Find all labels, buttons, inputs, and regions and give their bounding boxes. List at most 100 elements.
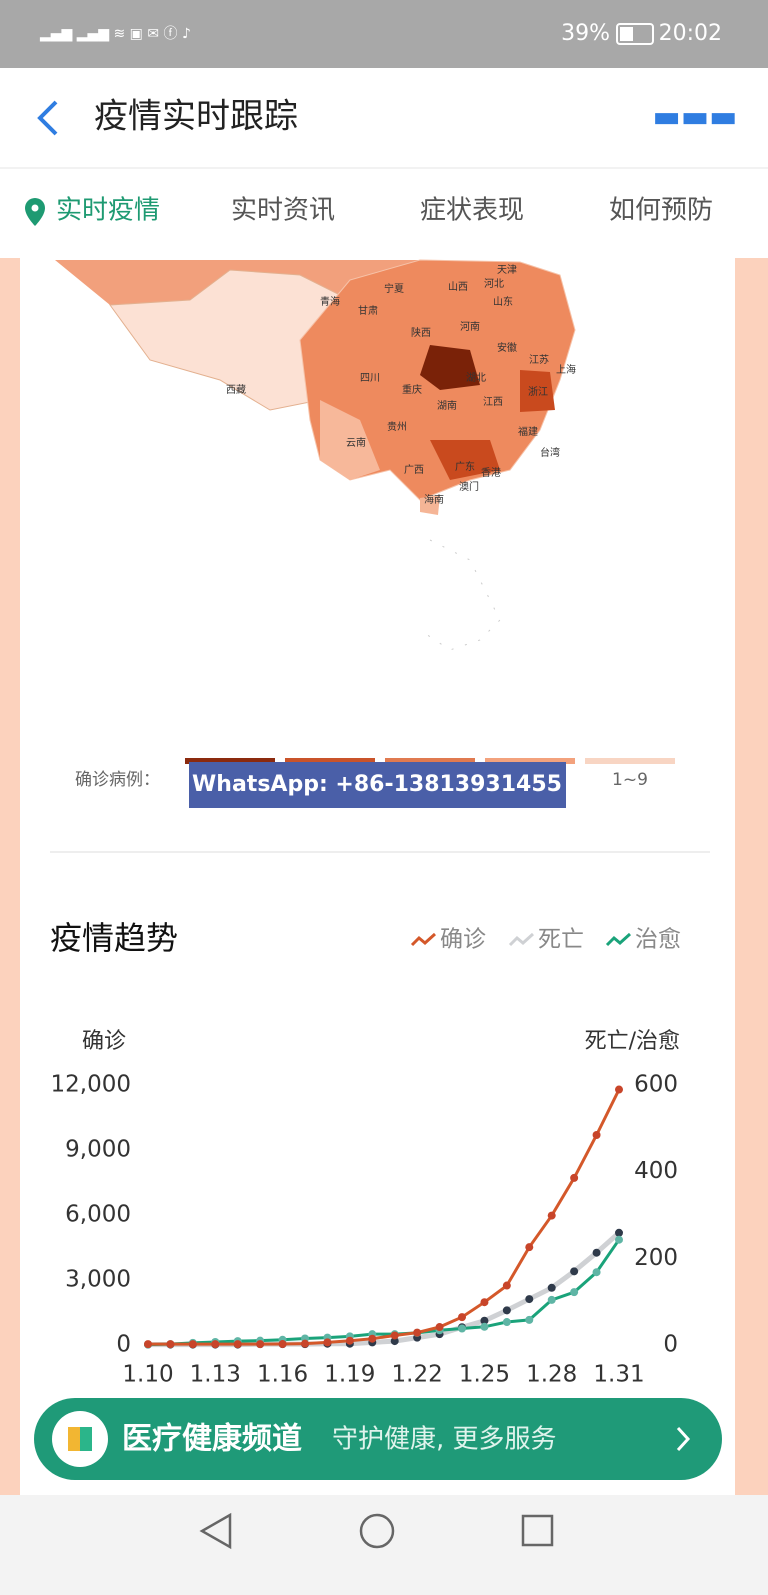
data-point (570, 1267, 579, 1276)
legend-icon (508, 932, 535, 947)
data-point (413, 1328, 422, 1337)
more-button[interactable]: ▬▬▬ (652, 100, 737, 135)
data-point (525, 1295, 534, 1304)
map-legend-label: 1~9 (612, 770, 648, 790)
x-tick-label: 1.22 (392, 1362, 443, 1388)
x-tick-label: 1.19 (324, 1362, 375, 1388)
data-point (525, 1243, 534, 1252)
banner[interactable] (34, 1398, 722, 1480)
data-point (570, 1288, 579, 1297)
legend-label: 确诊 (440, 927, 486, 953)
data-point (144, 1340, 152, 1349)
map-legend-title: 确诊病例： (75, 770, 160, 790)
map-label: 海南 (424, 493, 444, 506)
y-tick-label: 0 (116, 1332, 131, 1358)
map-label: 福建 (518, 425, 538, 438)
map-label: 甘肃 (358, 304, 378, 317)
x-tick-label: 1.13 (190, 1362, 241, 1388)
map-label: 河南 (460, 320, 480, 333)
x-tick-label: 1.31 (593, 1362, 644, 1388)
map-label: 贵州 (387, 420, 407, 433)
data-point (592, 1248, 601, 1257)
y2-tick-label: 200 (634, 1245, 678, 1271)
data-point (188, 1340, 197, 1349)
data-point (278, 1340, 287, 1349)
x-tick-label: 1.16 (257, 1362, 308, 1388)
map-label: 青海 (320, 295, 340, 308)
legend-swatch (485, 758, 575, 764)
data-point (345, 1336, 354, 1345)
nav-recent[interactable] (521, 1514, 554, 1547)
location-icon (25, 198, 45, 226)
map-zhejiang (520, 370, 555, 412)
status-bar (0, 0, 768, 68)
map-label: 江西 (483, 396, 503, 408)
map-label: 山西 (448, 281, 468, 293)
tab[interactable]: 如何预防 (609, 196, 713, 226)
map-label: 陕西 (411, 326, 431, 339)
map-label: 湖南 (437, 399, 457, 412)
y-tick-label: 6,000 (65, 1202, 131, 1228)
map-label: 四川 (360, 373, 380, 384)
map-label: 天津 (497, 264, 517, 276)
nav-home[interactable] (359, 1513, 395, 1549)
y-tick-label: 12,000 (51, 1072, 131, 1098)
map-label: 西藏 (226, 384, 246, 396)
nav-back[interactable] (199, 1512, 232, 1550)
map-label: 云南 (346, 436, 366, 449)
y-tick-label: 3,000 (65, 1267, 131, 1293)
map-label: 广东 (455, 460, 475, 473)
data-point (480, 1322, 489, 1331)
legend-swatch (385, 758, 475, 764)
tab[interactable]: 实时疫情 (56, 196, 160, 226)
x-tick-label: 1.10 (122, 1362, 173, 1388)
back-button[interactable] (37, 100, 58, 136)
data-point (166, 1340, 175, 1349)
data-point (390, 1331, 399, 1340)
banner-icon (68, 1427, 80, 1451)
map-label: 台湾 (540, 446, 560, 459)
y2-tick-label: 0 (663, 1332, 678, 1358)
map (55, 259, 576, 651)
y2-axis-title: 死亡/治愈 (585, 1029, 680, 1054)
data-point (458, 1324, 466, 1333)
data-point (301, 1339, 309, 1348)
map-label: 安徽 (497, 341, 517, 354)
data-point (525, 1315, 534, 1324)
header (0, 68, 768, 168)
location-dot (31, 204, 39, 212)
map-region (320, 400, 380, 480)
battery-text: 39% (561, 21, 610, 46)
watermark-box (189, 762, 566, 808)
data-point (592, 1131, 601, 1140)
series-line (148, 1088, 621, 1346)
battery-level (620, 27, 633, 41)
banner-subtitle: 守护健康, 更多服务 (332, 1425, 557, 1455)
map-label: 宁夏 (384, 282, 404, 295)
data-point (323, 1338, 332, 1347)
data-point (502, 1281, 511, 1290)
data-point (458, 1313, 466, 1322)
map-label: 江苏 (529, 353, 549, 366)
data-point (211, 1340, 220, 1349)
map-guangdong (430, 440, 500, 480)
data-point (256, 1340, 265, 1349)
battery-icon (616, 23, 654, 45)
data-point (502, 1306, 511, 1315)
legend-icon (605, 932, 632, 947)
data-point (390, 1337, 399, 1346)
signal-icons: ▂▄▆ ▂▄▆ ≋ ▣ ✉ ⓕ ♪ (39, 26, 191, 42)
map-label: 上海 (556, 363, 576, 376)
legend-label: 治愈 (635, 927, 681, 953)
tab[interactable]: 症状表现 (420, 196, 524, 226)
series-line (147, 1238, 621, 1347)
banner-title: 医疗健康频道 (122, 1422, 302, 1457)
data-point (233, 1340, 242, 1349)
y-tick-label: 9,000 (65, 1137, 131, 1163)
tab-bar (0, 169, 768, 258)
header-title: 疫情实时跟踪 (94, 97, 298, 137)
data-point (547, 1295, 556, 1304)
data-point (480, 1298, 489, 1307)
tab[interactable]: 实时资讯 (231, 196, 335, 226)
legend-icon (410, 932, 437, 947)
